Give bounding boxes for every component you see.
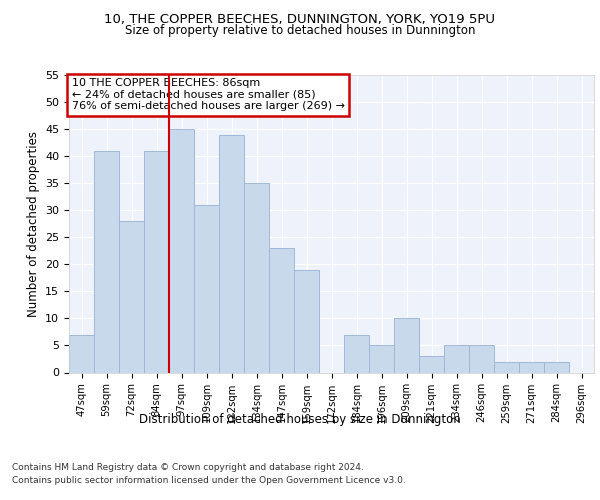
Bar: [344, 334, 369, 372]
Bar: [194, 205, 219, 372]
Bar: [369, 346, 394, 372]
Bar: [519, 362, 544, 372]
Text: Distribution of detached houses by size in Dunnington: Distribution of detached houses by size …: [139, 412, 461, 426]
Bar: [244, 183, 269, 372]
Bar: [269, 248, 294, 372]
Bar: [294, 270, 319, 372]
Bar: [144, 150, 169, 372]
Bar: [444, 346, 469, 372]
Text: Size of property relative to detached houses in Dunnington: Size of property relative to detached ho…: [125, 24, 475, 37]
Text: Contains public sector information licensed under the Open Government Licence v3: Contains public sector information licen…: [12, 476, 406, 485]
Bar: [119, 221, 144, 372]
Bar: [419, 356, 444, 372]
Bar: [219, 134, 244, 372]
Bar: [69, 334, 94, 372]
Bar: [469, 346, 494, 372]
Bar: [544, 362, 569, 372]
Bar: [394, 318, 419, 372]
Bar: [169, 129, 194, 372]
Text: 10, THE COPPER BEECHES, DUNNINGTON, YORK, YO19 5PU: 10, THE COPPER BEECHES, DUNNINGTON, YORK…: [104, 12, 496, 26]
Text: Contains HM Land Registry data © Crown copyright and database right 2024.: Contains HM Land Registry data © Crown c…: [12, 462, 364, 471]
Y-axis label: Number of detached properties: Number of detached properties: [26, 130, 40, 317]
Bar: [494, 362, 519, 372]
Bar: [94, 150, 119, 372]
Text: 10 THE COPPER BEECHES: 86sqm
← 24% of detached houses are smaller (85)
76% of se: 10 THE COPPER BEECHES: 86sqm ← 24% of de…: [71, 78, 344, 111]
